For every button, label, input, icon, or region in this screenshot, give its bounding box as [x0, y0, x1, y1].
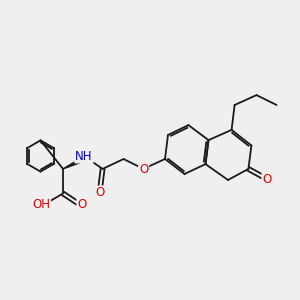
Text: O: O: [262, 172, 272, 186]
Text: OH: OH: [32, 198, 50, 212]
Text: O: O: [139, 163, 148, 176]
Text: O: O: [77, 198, 86, 212]
Polygon shape: [63, 158, 83, 169]
Text: O: O: [95, 186, 104, 200]
Text: NH: NH: [75, 149, 93, 163]
